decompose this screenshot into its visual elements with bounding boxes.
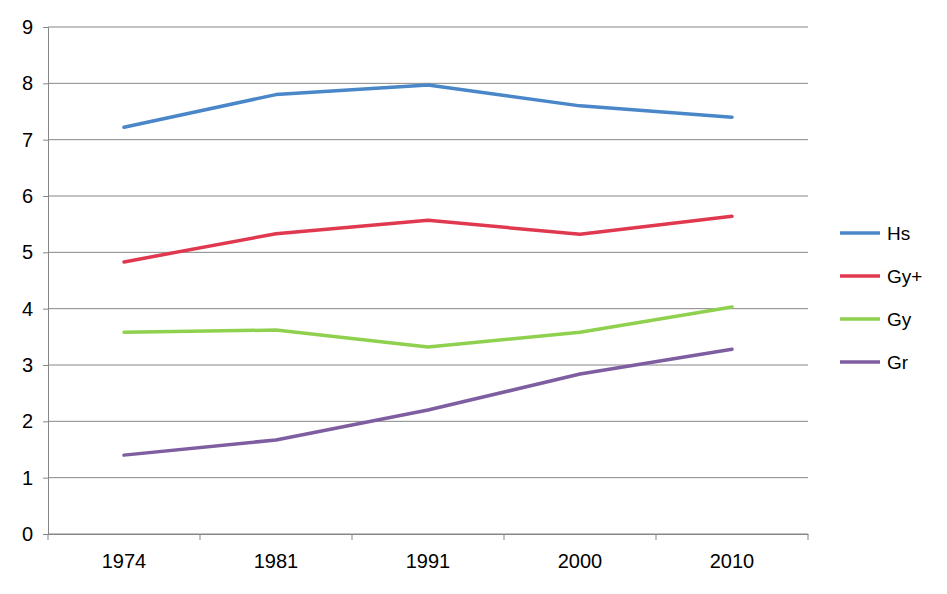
x-divider xyxy=(808,534,809,540)
y-tick-label: 1 xyxy=(22,467,33,489)
y-tick-mark xyxy=(43,252,48,253)
y-tick-mark xyxy=(43,83,48,84)
y-tick-label: 9 xyxy=(22,16,33,38)
x-axis-line xyxy=(49,534,809,535)
y-tick-mark xyxy=(43,478,48,479)
legend-swatch xyxy=(840,317,880,321)
y-axis-line xyxy=(43,28,49,535)
y-tick: 2 xyxy=(22,410,48,432)
y-tick: 6 xyxy=(22,185,48,207)
legend-item: Hs xyxy=(840,223,910,244)
series-line xyxy=(124,349,732,455)
legend-label: Gy+ xyxy=(887,266,922,287)
y-tick-label: 6 xyxy=(22,185,33,207)
grid-line xyxy=(48,308,808,309)
x-divider xyxy=(48,534,49,540)
y-tick-label: 3 xyxy=(22,354,33,376)
y-tick-label: 0 xyxy=(22,523,33,545)
x-divider xyxy=(352,534,353,540)
y-tick-mark xyxy=(43,421,48,422)
y-tick-label: 5 xyxy=(22,241,33,263)
x-tick: 1991 xyxy=(406,534,451,572)
grid-line xyxy=(48,27,808,28)
y-tick: 1 xyxy=(22,467,48,489)
y-tick-mark xyxy=(43,140,48,141)
y-tick: 8 xyxy=(22,72,48,94)
y-tick: 4 xyxy=(22,298,48,320)
legend-label: Gy xyxy=(887,309,912,330)
y-tick-mark xyxy=(43,365,48,366)
x-tick: 2000 xyxy=(558,534,603,572)
x-tick: 1981 xyxy=(254,534,299,572)
y-tick-mark xyxy=(43,309,48,310)
grid-line xyxy=(48,477,808,478)
grid-line xyxy=(48,252,808,253)
legend-label: Gr xyxy=(887,352,909,373)
x-tick-label: 1974 xyxy=(102,550,147,572)
legend-item: Gy xyxy=(840,309,912,330)
x-divider xyxy=(200,534,201,540)
x-tick-label: 2010 xyxy=(710,550,755,572)
y-tick-label: 7 xyxy=(22,129,33,151)
x-divider xyxy=(504,534,505,540)
x-tick-label: 2000 xyxy=(558,550,603,572)
legend-swatch xyxy=(840,274,880,278)
grid-line xyxy=(48,421,808,422)
x-tick: 1974 xyxy=(102,534,147,572)
y-tick-label: 8 xyxy=(22,72,33,94)
y-axis: 0 1 2 3 4 5 6 7 8 9 xyxy=(22,16,49,545)
x-divider xyxy=(656,534,657,540)
legend-label: Hs xyxy=(887,223,910,244)
legend-item: Gy+ xyxy=(840,266,922,287)
grid-line xyxy=(48,365,808,366)
legend-swatch xyxy=(840,231,880,235)
series-line xyxy=(124,85,732,127)
series-line xyxy=(124,216,732,262)
grid xyxy=(48,27,808,534)
x-axis: 1974 1981 1991 2000 2010 xyxy=(48,534,809,572)
grid-line xyxy=(48,196,808,197)
x-tick: 2010 xyxy=(710,534,755,572)
legend-swatch xyxy=(840,360,880,364)
y-tick-label: 2 xyxy=(22,410,33,432)
y-tick-mark xyxy=(43,534,48,535)
x-tick-label: 1991 xyxy=(406,550,451,572)
chart: 0 1 2 3 4 5 6 7 8 9 1974 1981 1991 2000 2010 Hs Gy+ Gy Gr xyxy=(0,0,947,594)
grid-line xyxy=(48,139,808,140)
y-tick: 3 xyxy=(22,354,48,376)
y-tick-mark xyxy=(43,196,48,197)
y-tick-label: 4 xyxy=(22,298,33,320)
lines xyxy=(124,85,732,455)
y-tick: 7 xyxy=(22,129,48,151)
x-tick-label: 1981 xyxy=(254,550,299,572)
y-tick-mark xyxy=(43,27,48,28)
legend-item: Gr xyxy=(840,352,909,373)
y-tick: 5 xyxy=(22,241,48,263)
legend: Hs Gy+ Gy Gr xyxy=(840,223,922,373)
y-tick: 9 xyxy=(22,16,48,38)
series-line xyxy=(124,307,732,347)
y-tick: 0 xyxy=(22,523,48,545)
grid-line xyxy=(48,534,808,535)
